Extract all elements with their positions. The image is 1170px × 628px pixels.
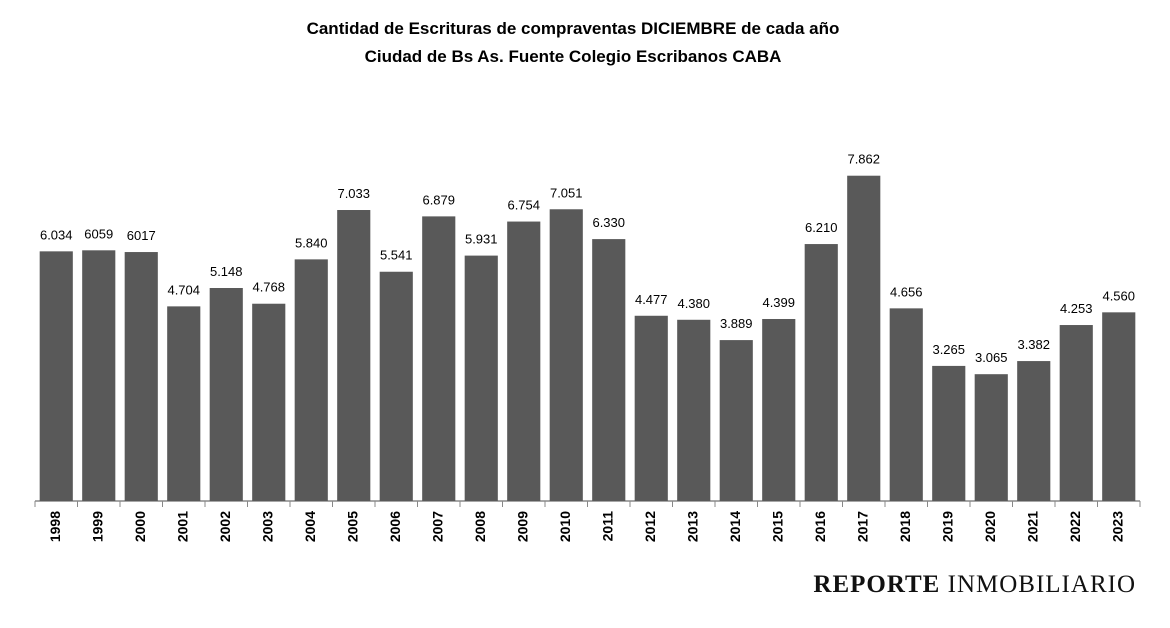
chart-subtitle: Ciudad de Bs As. Fuente Colegio Escriban… — [365, 47, 782, 66]
bar — [1017, 361, 1051, 501]
bar — [337, 210, 371, 501]
x-tick-label: 2006 — [387, 511, 403, 542]
x-tick-label: 2022 — [1067, 511, 1083, 542]
bar — [889, 308, 923, 501]
value-label: 4.768 — [252, 280, 285, 295]
bar — [1102, 312, 1136, 501]
value-label: 6.210 — [805, 220, 838, 235]
x-tick-label: 2023 — [1109, 511, 1125, 542]
value-label: 3.382 — [1017, 337, 1050, 352]
value-label: 4.399 — [762, 295, 795, 310]
value-label: 4.477 — [635, 292, 668, 307]
value-label: 6.754 — [507, 198, 540, 213]
x-tick-label: 2017 — [854, 511, 870, 542]
value-label: 5.840 — [295, 235, 328, 250]
x-tick-label: 2021 — [1024, 511, 1040, 542]
value-label: 4.560 — [1102, 288, 1135, 303]
value-label: 4.380 — [677, 296, 710, 311]
value-label: 5.931 — [465, 232, 498, 247]
value-label: 5.541 — [380, 248, 413, 263]
x-tick-label: 2013 — [684, 511, 700, 542]
x-tick-label: 2005 — [344, 511, 360, 542]
x-tick-label: 2000 — [132, 511, 148, 542]
bar — [294, 259, 328, 501]
value-label: 6.879 — [422, 192, 455, 207]
x-tick-label: 2020 — [982, 511, 998, 542]
bar — [39, 251, 73, 501]
x-tick-label: 2016 — [812, 511, 828, 542]
bar — [252, 303, 286, 501]
bar — [762, 318, 796, 501]
x-tick-label: 2011 — [599, 511, 615, 542]
bar — [124, 252, 158, 501]
value-label: 7.862 — [847, 152, 880, 167]
x-tick-label: 2014 — [727, 511, 743, 542]
bar — [677, 319, 711, 501]
value-label: 6017 — [127, 228, 156, 243]
watermark-regular: INMOBILIARIO — [948, 571, 1136, 598]
bar — [974, 374, 1008, 501]
x-tick-label: 2002 — [217, 511, 233, 542]
bar — [719, 340, 753, 501]
x-tick-label: 2012 — [642, 511, 658, 542]
x-tick-label: 2008 — [472, 511, 488, 542]
value-label: 3.265 — [932, 342, 965, 357]
x-tick-label: 2004 — [302, 511, 318, 542]
chart-title: Cantidad de Escrituras de compraventas D… — [307, 19, 840, 38]
bar — [634, 315, 668, 501]
bar — [167, 306, 201, 501]
bar — [847, 175, 881, 501]
bar — [422, 216, 456, 501]
bar — [209, 288, 243, 501]
value-label: 5.148 — [210, 264, 243, 279]
bar — [82, 250, 116, 501]
value-label: 6059 — [84, 226, 113, 241]
bar — [1059, 325, 1093, 501]
bar — [549, 209, 583, 501]
watermark: REPORTE INMOBILIARIO — [813, 571, 1136, 598]
bar — [592, 239, 626, 501]
value-label: 4.253 — [1060, 301, 1093, 316]
value-label: 6.330 — [592, 215, 625, 230]
x-tick-label: 2010 — [557, 511, 573, 542]
bar — [507, 221, 541, 501]
x-tick-label: 2001 — [174, 511, 190, 542]
x-tick-label: 2018 — [897, 511, 913, 542]
x-tick-label: 1999 — [89, 511, 105, 542]
value-label: 7.033 — [337, 186, 370, 201]
bar — [379, 271, 413, 501]
x-tick-label: 2019 — [939, 511, 955, 542]
bar — [464, 255, 498, 501]
bar — [932, 365, 966, 501]
value-label: 4.656 — [890, 284, 923, 299]
watermark-bold: REPORTE — [813, 571, 940, 598]
bar — [804, 244, 838, 501]
value-label: 7.051 — [550, 185, 583, 200]
value-label: 3.065 — [975, 350, 1008, 365]
x-tick-label: 1998 — [47, 511, 63, 542]
x-tick-label: 2003 — [259, 511, 275, 542]
x-tick-label: 2015 — [769, 511, 785, 542]
value-label: 6.034 — [40, 227, 73, 242]
value-label: 3.889 — [720, 316, 753, 331]
value-label: 4.704 — [167, 282, 200, 297]
x-tick-label: 2009 — [514, 511, 530, 542]
x-tick-label: 2007 — [429, 511, 445, 542]
